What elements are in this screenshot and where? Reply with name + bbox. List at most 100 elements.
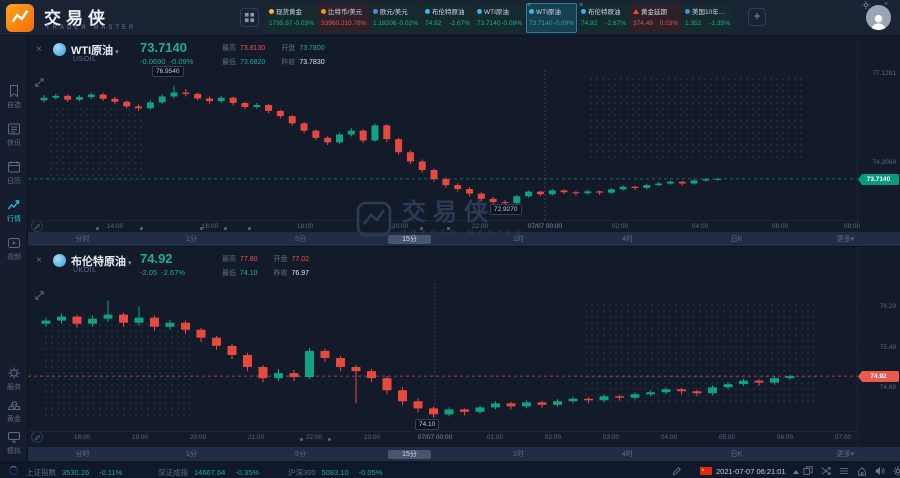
caret-up-icon[interactable] (793, 470, 799, 474)
period-option-3[interactable]: 5分 (246, 234, 355, 244)
candle-body (205, 98, 213, 102)
refresh-spinner-icon[interactable] (9, 466, 18, 475)
event-dot-icon (96, 227, 99, 230)
pen-signature-icon[interactable] (672, 466, 682, 478)
candle-body (560, 190, 568, 193)
sidebar-item-market-trend[interactable]: 行情 (0, 198, 28, 224)
price-axis-label: 75.49 (879, 344, 896, 351)
candle-body (253, 105, 261, 107)
tab-symbol-name: 现货黄金 (276, 9, 302, 16)
time-axis[interactable]: 18:00 19:00 20:00 21:00 22:00 23:00 07/07 00:0… (28, 431, 857, 443)
period-option-3[interactable]: 5分 (246, 449, 355, 459)
period-option-7[interactable]: 日K (682, 234, 791, 244)
period-option-8[interactable]: 更多▾ (791, 449, 900, 459)
sidebar-item-watchlist[interactable]: 自选 (0, 84, 28, 110)
low-price-marker: 74.10 (415, 419, 440, 430)
index-quote-3[interactable]: 沪深300 5083.10 -0.05% (288, 467, 382, 478)
price-axis[interactable]: 77.1291 74.2069 (857, 36, 900, 246)
tab-change-percent: -0.02% (397, 20, 418, 27)
period-option-4[interactable]: 15分 (355, 449, 464, 459)
stat-open: 开盘 73.7800 (281, 43, 324, 53)
index-quote-2[interactable]: 深证成指 14667.64 -0.35% (158, 467, 259, 478)
instrument-name[interactable]: WTI原油 ▾ (71, 42, 119, 58)
change-percent: -0.09% (169, 57, 194, 66)
home-icon[interactable] (857, 466, 867, 478)
sidebar-item-video[interactable]: 视频 (0, 236, 28, 262)
time-axis-label: 19:00 (131, 434, 149, 441)
time-axis-label: 18:00 (296, 223, 314, 230)
shuffle-icon[interactable] (821, 466, 831, 478)
oil-icon (477, 8, 482, 14)
chevron-down-icon: ▾ (115, 49, 119, 56)
candle-body (442, 179, 450, 186)
candle-body (371, 125, 379, 141)
ticker-tab-9[interactable]: 美国10年国债 1.352 -1.35% (682, 3, 733, 33)
ticker-tab-1[interactable]: 现货黄金 1795.97 -0.03% (266, 3, 317, 33)
event-dot-icon (248, 227, 251, 230)
ticker-tab-7[interactable]: × 布伦特原油 74.92 -2.67% (578, 2, 629, 33)
tab-close-icon[interactable]: × (527, 2, 532, 9)
period-option-2[interactable]: 1分 (137, 234, 246, 244)
period-option-5[interactable]: 1时 (464, 234, 573, 244)
index-value: 5083.10 (321, 468, 349, 477)
period-option-7[interactable]: 日K (682, 449, 791, 459)
period-option-2[interactable]: 1分 (137, 449, 246, 459)
time-axis-label: 07:00 (834, 434, 852, 441)
multi-window-icon[interactable] (803, 466, 813, 478)
add-ticker-button[interactable]: + (748, 8, 766, 26)
expand-chart-icon[interactable] (34, 75, 45, 93)
period-option-6[interactable]: 4时 (573, 449, 682, 459)
draw-pencil-icon[interactable] (31, 220, 43, 232)
ticker-tab-4[interactable]: 布伦特原油 74.92 -2.67% (422, 3, 473, 33)
list-icon[interactable] (839, 466, 849, 478)
sidebar-item-label: 黄金 (7, 416, 21, 423)
ticker-tab-3[interactable]: 欧元/美元 1.18206 -0.02% (370, 3, 421, 33)
sidebar-item-demo-monitor[interactable]: 模拟 (0, 430, 28, 456)
sidebar-item-calendar[interactable]: 日历 (0, 160, 28, 186)
candle-body (596, 191, 604, 193)
user-avatar[interactable] (866, 5, 891, 30)
window-close-icon[interactable]: × (884, 1, 889, 8)
instrument-name[interactable]: 布伦特原油 ▾ (71, 253, 132, 269)
instrument-name-text: WTI原油 (71, 45, 114, 57)
period-option-6[interactable]: 4时 (573, 234, 682, 244)
candle-body (194, 93, 202, 99)
period-option-1[interactable]: 分时 (28, 449, 137, 459)
layout-grid-icon[interactable] (240, 8, 259, 27)
sidebar-item-service-gear[interactable]: 服务 (0, 366, 28, 392)
app-name: 交易侠 (44, 9, 110, 28)
candle-body (619, 186, 627, 190)
expand-chart-icon[interactable] (34, 288, 45, 306)
candlestick-plot[interactable] (28, 36, 900, 246)
speaker-icon[interactable] (875, 466, 885, 478)
sidebar-item-news[interactable]: 快讯 (0, 122, 28, 148)
time-axis[interactable]: 14:00 16:00 18:00 20:00 22:00 07/07 00:00 02:0… (28, 220, 860, 232)
period-option-8[interactable]: 更多▾ (791, 234, 900, 244)
chart-close-icon[interactable]: × (36, 255, 42, 266)
stat-value: 73.8130 (240, 45, 266, 52)
time-axis-label: 04:00 (691, 223, 709, 230)
price-change: -0.0690 -0.09% (140, 57, 193, 66)
period-option-4[interactable]: 15分 (355, 234, 464, 244)
chart-close-icon[interactable]: × (36, 44, 42, 55)
period-option-label: 1分 (186, 451, 197, 458)
candle-body (196, 329, 206, 338)
price-axis[interactable]: 76.29 75.49 74.69 (857, 247, 900, 462)
index-change: -0.35% (235, 468, 260, 477)
period-option-5[interactable]: 1时 (464, 449, 573, 459)
window-settings-gear-icon[interactable] (862, 1, 870, 12)
sidebar: 自选快讯日历行情视频服务黄金模拟 (0, 36, 28, 462)
candlestick-plot[interactable] (28, 247, 900, 462)
sidebar-item-gold-bars[interactable]: 黄金 (0, 398, 28, 424)
settings-gear-icon[interactable] (893, 466, 900, 478)
ticker-tab-2[interactable]: 比特币/美元 33960.21 0.78% (318, 3, 369, 33)
ticker-tab-6[interactable]: × WTI原油 73.7140 -0.09% (526, 2, 577, 33)
index-quote-1[interactable]: 上证指数 3530.26 -0.11% (26, 467, 122, 478)
ticker-tab-5[interactable]: WTI原油 73.7140 -0.09% (474, 3, 525, 33)
ticker-tab-8[interactable]: 黄金延期 374.49 0.03% (630, 3, 681, 33)
period-option-1[interactable]: 分时 (28, 234, 137, 244)
tab-close-icon[interactable]: × (579, 2, 584, 9)
time-axis-label: 06:00 (776, 434, 794, 441)
candle-body (212, 337, 221, 346)
candle-body (119, 314, 128, 323)
